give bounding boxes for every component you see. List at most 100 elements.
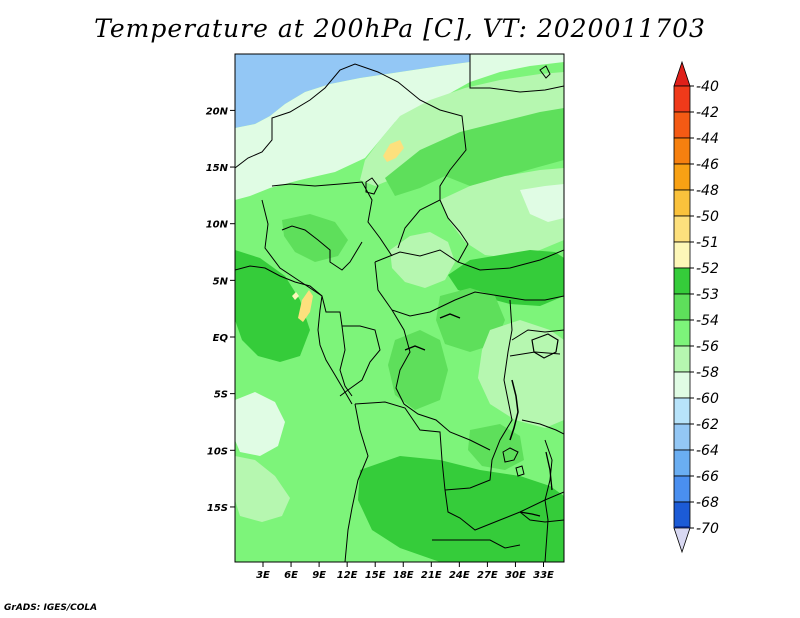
colorbar-bottom-arrow xyxy=(673,527,691,554)
boundary-10 xyxy=(339,325,353,397)
colorbar-swatch xyxy=(673,267,691,295)
colorbar-label: -54 xyxy=(696,313,719,329)
colorbar: -40 -42 -44 -46 -48 -50 -51 -52 -53 -54 -56 -58 -60 -… xyxy=(673,60,719,554)
colorbar-label: -48 xyxy=(696,183,719,199)
boundary-8 xyxy=(374,261,564,317)
colorbar-swatch xyxy=(673,163,691,191)
colorbar-label: -66 xyxy=(696,469,719,485)
river-congo xyxy=(404,345,426,351)
boundary-5 xyxy=(261,199,323,297)
field-green-southeast-patch xyxy=(468,424,524,470)
river-segment xyxy=(439,313,461,319)
boundary-13 xyxy=(354,401,564,531)
colorbar-label: -60 xyxy=(696,391,719,407)
colorbar-swatch xyxy=(673,449,691,477)
colorbar-swatch xyxy=(673,475,691,503)
boundary-7 xyxy=(374,249,459,263)
lon-tick-label: 18E xyxy=(393,570,414,581)
lat-tick-label: 20N xyxy=(206,106,229,117)
lake-kivu xyxy=(502,447,519,463)
boundary-1 xyxy=(235,63,467,249)
field-pale-southwest xyxy=(235,456,290,522)
colorbar-swatch xyxy=(673,423,691,451)
boundary-18 xyxy=(511,329,564,341)
lat-tick-label: 15S xyxy=(207,503,228,514)
latitude-axis: 20N 15N 10N 5N EQ 5S 10S 15S xyxy=(206,106,235,514)
lat-tick-label: EQ xyxy=(213,333,229,344)
boundary-20 xyxy=(521,419,564,435)
colorbar-label: -68 xyxy=(696,495,719,511)
field-pale-central-north xyxy=(390,232,455,288)
colorbar-swatch xyxy=(673,293,691,321)
colorbar-label: -46 xyxy=(696,157,719,173)
colorbar-label: -52 xyxy=(696,261,719,277)
colorbar-label: -53 xyxy=(696,287,719,303)
plot-frame xyxy=(234,53,565,563)
boundary-16 xyxy=(519,511,564,523)
lon-tick-label: 24E xyxy=(449,570,470,581)
field-lightblue-coast xyxy=(235,392,285,456)
colorbar-swatch xyxy=(673,501,691,529)
boundary-11 xyxy=(391,309,491,451)
colorbar-swatch xyxy=(673,111,691,139)
lake-victoria xyxy=(531,333,559,359)
country-boundaries xyxy=(235,54,564,562)
lon-tick-label: 12E xyxy=(337,570,358,581)
boundary-2 xyxy=(469,54,564,93)
lake-malawi xyxy=(545,451,553,491)
lon-tick-label: 3E xyxy=(256,570,270,581)
colorbar-swatch xyxy=(673,345,691,373)
field-yellow-cell-north xyxy=(383,140,404,162)
longitude-axis: 3E 6E 9E 12E 15E 18E 21E 24E 27E 30E 33E xyxy=(256,562,554,581)
field-yellow-cell-tiny xyxy=(292,292,299,300)
lon-tick-label: 6E xyxy=(284,570,298,581)
lake-bangweulu xyxy=(515,465,525,477)
lat-tick-label: 10S xyxy=(207,446,228,457)
field-blue-north xyxy=(235,54,470,128)
colorbar-label: -40 xyxy=(696,79,719,95)
lon-tick-label: 9E xyxy=(312,570,326,581)
map-title: Temperature at 200hPa [C], VT: 202001170… xyxy=(94,14,706,43)
colorbar-label: -51 xyxy=(696,235,719,251)
colorbar-label: -42 xyxy=(696,105,719,121)
colorbar-label: -64 xyxy=(696,443,719,459)
field-green-congo xyxy=(388,330,448,410)
colorbar-label: -44 xyxy=(696,131,719,147)
lon-tick-label: 33E xyxy=(533,570,554,581)
colorbar-swatch xyxy=(673,137,691,165)
colorbar-swatch xyxy=(673,215,691,243)
lake-chad xyxy=(365,177,379,195)
lake-turkana xyxy=(539,65,551,79)
field-lightblue-north xyxy=(235,54,564,200)
colorbar-swatch xyxy=(673,371,691,399)
lat-tick-label: 15N xyxy=(206,163,229,174)
colorbar-swatch xyxy=(673,85,691,113)
lon-tick-label: 27E xyxy=(477,570,498,581)
lat-tick-label: 5N xyxy=(213,276,229,287)
colorbar-label: -70 xyxy=(696,521,719,537)
colorbar-label: -62 xyxy=(696,417,719,433)
lake-kariba xyxy=(519,511,541,517)
credit-text: GrADS: IGES/COLA xyxy=(4,603,98,613)
temperature-field xyxy=(235,54,564,562)
coastline-1 xyxy=(235,265,353,405)
field-green-south xyxy=(358,456,564,562)
field-lightblue-east xyxy=(520,184,564,222)
field-yellow-cell-west xyxy=(298,290,313,322)
boundary-14 xyxy=(344,403,369,562)
colorbar-top-arrow xyxy=(673,60,691,87)
colorbar-swatch xyxy=(673,397,691,425)
colorbar-label: -50 xyxy=(696,209,719,225)
boundary-17 xyxy=(544,439,553,562)
colorbar-swatch xyxy=(673,319,691,347)
boundary-9 xyxy=(321,295,381,397)
boundary-4 xyxy=(281,225,363,271)
lake-tanganyika xyxy=(509,379,519,441)
boundary-12 xyxy=(444,299,513,491)
boundary-15 xyxy=(432,539,521,549)
lat-tick-label: 10N xyxy=(206,220,229,231)
boundary-3 xyxy=(271,181,393,257)
colorbar-label: -56 xyxy=(696,339,719,355)
colorbar-swatch xyxy=(673,189,691,217)
